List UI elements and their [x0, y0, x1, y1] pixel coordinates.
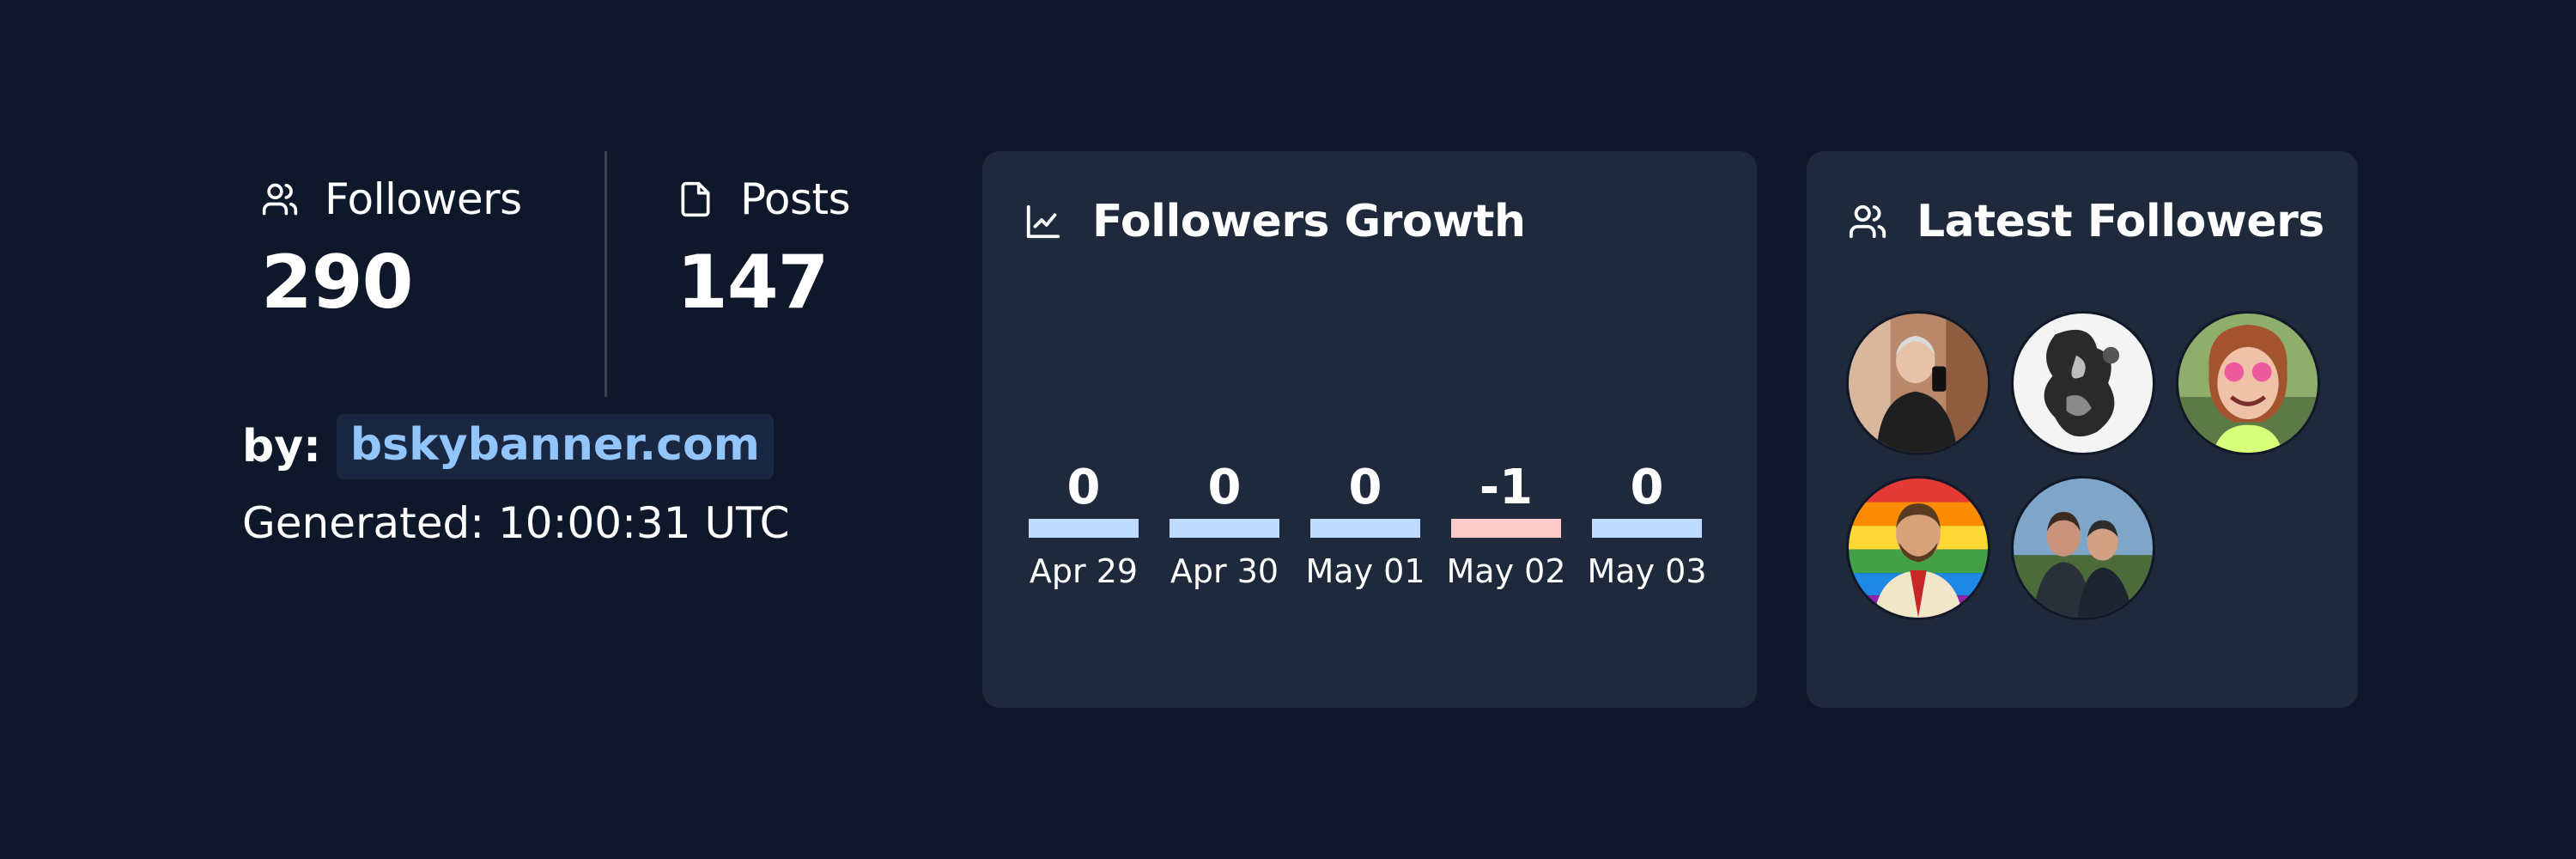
bskybanner-link[interactable]: bskybanner.com: [336, 414, 774, 479]
growth-card-header: Followers Growth: [1024, 191, 1526, 253]
growth-category-label: Apr 29: [1030, 552, 1138, 590]
latest-card-title: Latest Followers: [1917, 196, 2324, 247]
posts-stat-header: Posts: [677, 165, 851, 234]
stats-divider: [605, 151, 607, 397]
follower-avatar-3[interactable]: [2176, 311, 2320, 455]
growth-card-title: Followers Growth: [1092, 196, 1526, 247]
followers-stat-header: Followers: [261, 165, 522, 234]
users-icon: [261, 180, 299, 218]
growth-bar: [1310, 519, 1420, 538]
growth-category-label: May 01: [1306, 552, 1425, 590]
posts-label: Posts: [740, 174, 851, 224]
attribution: by: bskybanner.com: [242, 414, 774, 479]
file-icon: [677, 180, 714, 218]
followers-count: 290: [261, 240, 414, 326]
posts-count: 147: [677, 240, 829, 326]
growth-bar: [1029, 519, 1139, 538]
posts-stat: Posts 147: [677, 151, 851, 397]
followers-growth-card: Followers Growth 0 Apr 29 0 Apr 30 0 May 01 -1…: [982, 151, 1757, 708]
follower-avatar-5[interactable]: [2011, 476, 2155, 620]
followers-stat: Followers 290: [261, 151, 522, 397]
latest-card-header: Latest Followers: [1848, 191, 2324, 253]
growth-value-label: -1: [1479, 460, 1533, 515]
growth-value-label: 0: [1349, 460, 1382, 515]
users-icon: [1848, 202, 1887, 241]
growth-value-label: 0: [1631, 460, 1664, 515]
latest-followers-card: Latest Followers: [1807, 151, 2358, 708]
growth-value-label: 0: [1208, 460, 1242, 515]
followers-growth-chart: 0 Apr 29 0 Apr 30 0 May 01 -1 May 02 0 May 03: [1029, 460, 1707, 590]
generated-timestamp: Generated: 10:00:31 UTC: [242, 498, 790, 548]
followers-label: Followers: [325, 174, 522, 224]
follower-avatar-4[interactable]: [1846, 476, 1990, 620]
growth-bar: [1451, 519, 1561, 538]
by-label: by:: [242, 421, 321, 472]
growth-bar: [1170, 519, 1279, 538]
line-chart-icon: [1024, 202, 1063, 241]
growth-bar: [1592, 519, 1702, 538]
follower-avatar-2[interactable]: [2011, 311, 2155, 455]
growth-category-label: May 03: [1588, 552, 1707, 590]
stats-panel: Followers 290 Posts 147: [242, 151, 912, 397]
growth-value-label: 0: [1067, 460, 1101, 515]
growth-category-label: May 02: [1447, 552, 1566, 590]
growth-category-label: Apr 30: [1170, 552, 1279, 590]
follower-avatar-1[interactable]: [1846, 311, 1990, 455]
